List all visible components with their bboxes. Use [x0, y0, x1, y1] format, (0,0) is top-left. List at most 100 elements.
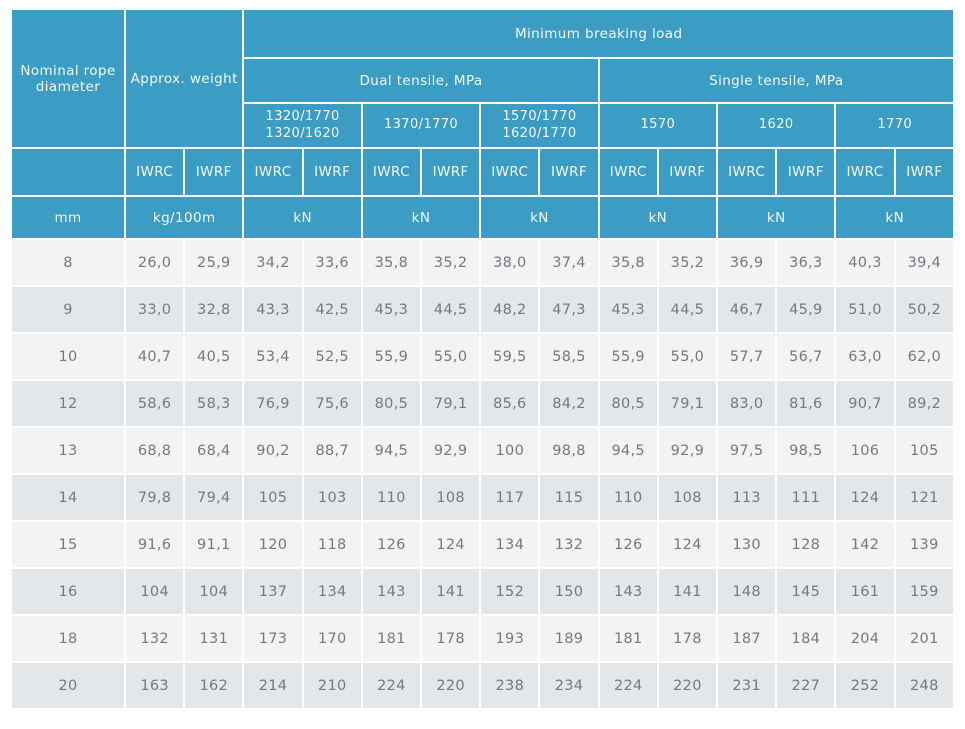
core-type-header: IWRF — [303, 149, 361, 195]
header-dual-tensile: Dual tensile, MPa — [244, 59, 598, 102]
diameter-cell: 9 — [12, 287, 124, 332]
value-cell: 40,5 — [185, 334, 243, 379]
value-cell: 126 — [599, 522, 657, 567]
value-cell: 150 — [540, 569, 598, 614]
value-cell: 55,0 — [658, 334, 717, 379]
table-row: 20 163 162 214 210 224 220 238 234 224 220 231 227 25… — [12, 663, 953, 708]
value-cell: 68,4 — [185, 428, 243, 473]
value-cell: 163 — [126, 663, 184, 708]
value-cell: 85,6 — [481, 381, 539, 426]
value-cell: 126 — [362, 522, 421, 567]
core-type-header: IWRC — [244, 149, 302, 195]
value-cell: 124 — [658, 522, 717, 567]
value-cell: 248 — [895, 663, 953, 708]
value-cell: 181 — [599, 616, 657, 661]
value-cell: 108 — [422, 475, 480, 520]
value-cell: 201 — [895, 616, 953, 661]
table-row: 12 58,6 58,3 76,9 75,6 80,5 79,1 85,6 84,2 80,5 79… — [12, 381, 953, 426]
value-cell: 152 — [481, 569, 539, 614]
value-cell: 40,3 — [836, 240, 894, 285]
header-tensile-grade-6: 1770 — [836, 104, 953, 147]
value-cell: 238 — [481, 663, 539, 708]
value-cell: 37,4 — [540, 240, 598, 285]
value-cell: 44,5 — [422, 287, 480, 332]
value-cell: 234 — [540, 663, 598, 708]
value-cell: 75,6 — [303, 381, 361, 426]
value-cell: 59,5 — [481, 334, 539, 379]
value-cell: 128 — [777, 522, 835, 567]
value-cell: 80,5 — [362, 381, 421, 426]
value-cell: 38,0 — [481, 240, 539, 285]
value-cell: 35,2 — [422, 240, 480, 285]
value-cell: 170 — [303, 616, 361, 661]
value-cell: 58,3 — [185, 381, 243, 426]
core-type-header: IWRC — [481, 149, 539, 195]
value-cell: 187 — [718, 616, 776, 661]
unit-load: kN — [836, 197, 953, 238]
tensile-grade-line: 1320/1620 — [265, 125, 340, 141]
value-cell: 134 — [303, 569, 361, 614]
value-cell: 94,5 — [362, 428, 421, 473]
value-cell: 193 — [481, 616, 539, 661]
value-cell: 47,3 — [540, 287, 598, 332]
header-tensile-grade-2: 1370/1770 — [362, 104, 480, 147]
unit-load: kN — [599, 197, 717, 238]
value-cell: 83,0 — [718, 381, 776, 426]
value-cell: 105 — [895, 428, 953, 473]
value-cell: 32,8 — [185, 287, 243, 332]
core-type-header: IWRC — [718, 149, 776, 195]
table-body: 8 26,0 25,9 34,2 33,6 35,8 35,2 38,0 37,4 35,8 35,… — [12, 240, 953, 708]
value-cell: 142 — [836, 522, 894, 567]
unit-diameter: mm — [12, 197, 124, 238]
value-cell: 36,9 — [718, 240, 776, 285]
value-cell: 98,5 — [777, 428, 835, 473]
diameter-cell: 16 — [12, 569, 124, 614]
core-type-header: IWRF — [777, 149, 835, 195]
value-cell: 80,5 — [599, 381, 657, 426]
value-cell: 104 — [185, 569, 243, 614]
core-type-header: IWRC — [836, 149, 894, 195]
value-cell: 131 — [185, 616, 243, 661]
value-cell: 110 — [599, 475, 657, 520]
value-cell: 50,2 — [895, 287, 953, 332]
unit-weight: kg/100m — [126, 197, 243, 238]
value-cell: 63,0 — [836, 334, 894, 379]
header-tensile-grade-3: 1570/1770 1620/1770 — [481, 104, 598, 147]
value-cell: 34,2 — [244, 240, 302, 285]
value-cell: 68,8 — [126, 428, 184, 473]
table-row: 10 40,7 40,5 53,4 52,5 55,9 55,0 59,5 58,5 55,9 55… — [12, 334, 953, 379]
value-cell: 43,3 — [244, 287, 302, 332]
value-cell: 25,9 — [185, 240, 243, 285]
tensile-grade-line: 1570/1770 — [502, 108, 577, 124]
value-cell: 124 — [422, 522, 480, 567]
value-cell: 137 — [244, 569, 302, 614]
value-cell: 252 — [836, 663, 894, 708]
header-empty-cell — [12, 149, 124, 195]
value-cell: 121 — [895, 475, 953, 520]
table-row: 8 26,0 25,9 34,2 33,6 35,8 35,2 38,0 37,4 35,8 35,… — [12, 240, 953, 285]
value-cell: 106 — [836, 428, 894, 473]
header-tensile-grade-5: 1620 — [718, 104, 835, 147]
value-cell: 91,1 — [185, 522, 243, 567]
value-cell: 120 — [244, 522, 302, 567]
value-cell: 88,7 — [303, 428, 361, 473]
value-cell: 45,3 — [599, 287, 657, 332]
value-cell: 91,6 — [126, 522, 184, 567]
value-cell: 92,9 — [422, 428, 480, 473]
header-min-breaking-load: Minimum breaking load — [244, 10, 953, 57]
value-cell: 35,8 — [599, 240, 657, 285]
header-tensile-grade-4: 1570 — [599, 104, 717, 147]
value-cell: 178 — [658, 616, 717, 661]
value-cell: 117 — [481, 475, 539, 520]
value-cell: 48,2 — [481, 287, 539, 332]
diameter-cell: 18 — [12, 616, 124, 661]
value-cell: 214 — [244, 663, 302, 708]
value-cell: 115 — [540, 475, 598, 520]
value-cell: 58,6 — [126, 381, 184, 426]
value-cell: 118 — [303, 522, 361, 567]
value-cell: 184 — [777, 616, 835, 661]
value-cell: 132 — [540, 522, 598, 567]
value-cell: 79,4 — [185, 475, 243, 520]
value-cell: 40,7 — [126, 334, 184, 379]
unit-load: kN — [718, 197, 835, 238]
